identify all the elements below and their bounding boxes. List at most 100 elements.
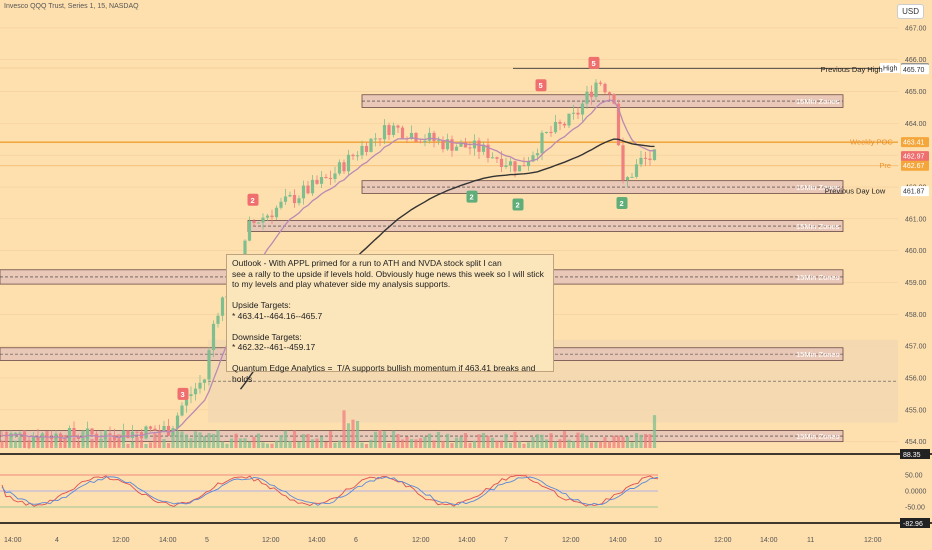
price-label-text: Weekly POC [850,138,893,147]
volume-bar [243,438,247,448]
time-tick-label: 12:00 [112,537,130,544]
volume-bar [130,441,135,448]
signal-marker-label: 2 [620,199,624,208]
zone-label: 15Min Zones [796,222,840,231]
volume-bar [459,437,463,448]
volume-bar [337,440,342,448]
volume-bar [310,439,315,448]
time-tick-label: 14:00 [760,537,778,544]
volume-bar [558,439,562,448]
price-tick-label: 456.00 [905,375,927,382]
candle-body [526,161,531,167]
candle-body [634,164,639,177]
volume-bar [261,442,265,448]
price-tick-label: 460.00 [905,248,927,255]
candle-body [90,428,94,435]
candle-body [508,161,513,166]
candle-body [540,132,544,154]
price-tick-label: 458.00 [905,312,927,319]
candle-body [423,140,427,143]
volume-bar [72,437,76,448]
candle-body [643,157,648,159]
volume-bar [418,438,423,448]
volume-bar [634,432,639,448]
volume-bar [351,419,355,448]
candle-body [450,139,454,151]
candle-body [112,435,117,440]
volume-bar [202,436,207,448]
volume-bar [355,420,360,448]
candle-body [355,155,360,157]
candle-body [166,425,171,436]
candle-body [594,82,598,97]
volume-bar [265,443,270,448]
zone-label: 15Min Zones [796,273,840,282]
note-line: Upside Targets: [232,300,291,310]
price-label-tag [880,63,900,74]
candle-body [396,125,400,128]
volume-bar [328,431,333,448]
candle-body [144,426,148,439]
volume-bar [234,433,238,448]
volume-bar [117,434,121,448]
candle-body [571,112,576,114]
volume-bar [589,442,594,448]
volume-bar [45,431,49,448]
price-tick-label: 467.00 [905,25,927,32]
candle-body [400,127,405,139]
volume-bar [369,439,373,448]
candle-body [175,415,180,429]
candle-body [598,82,603,84]
signal-marker [588,56,600,69]
candle-body [459,142,463,147]
volume-bar [621,436,625,448]
candle-body [207,350,211,380]
volume-bar [135,437,139,448]
candle-body [49,437,54,440]
volume-bar [153,433,157,448]
candle-body [126,430,130,438]
volume-bar [198,432,202,448]
price-label-box [901,137,929,148]
time-tick-label: 14:00 [159,537,177,544]
volume-bar [648,434,652,448]
volume-bar [279,435,283,448]
volume-bar [139,439,144,448]
candle-body [36,436,40,441]
signal-marker [535,79,547,92]
volume-bar [625,436,630,448]
candle-body [346,154,351,172]
candle-body [148,426,153,429]
candle-body [202,379,207,383]
candle-body [342,162,346,172]
volume-bar [594,441,598,448]
price-label-text: Previous Day High [821,65,883,74]
price-tick-label: 459.00 [905,280,927,287]
volume-bar [607,441,612,448]
candle-body [427,132,432,141]
candle-body [13,432,18,434]
candle-body [625,177,630,181]
symbol-title: Invesco QQQ Trust, Series 1, 15, NASDAQ [4,3,139,10]
volume-bar [481,432,486,448]
volume-bar [562,431,567,448]
volume-bar [432,440,436,448]
volume-bar [27,441,31,448]
candle-body [499,158,504,168]
volume-bar [288,441,292,448]
volume-bar [463,432,468,448]
candle-body [553,121,558,133]
candle-body [184,396,189,406]
price-label-box [901,186,929,197]
volume-bar [567,439,571,448]
volume-bar [585,435,589,448]
volume-bar [576,432,580,448]
note-line: see a rally to the upside if levels hold… [232,268,544,279]
volume-bar [144,443,148,448]
note-line [232,321,548,332]
candle-body [445,139,450,150]
volume-bar [346,423,351,448]
volume-bar [378,430,382,448]
currency-button[interactable]: USD [897,4,924,19]
